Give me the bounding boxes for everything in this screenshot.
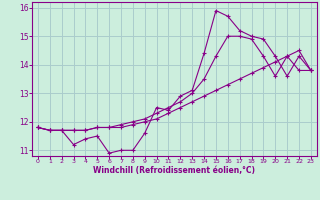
X-axis label: Windchill (Refroidissement éolien,°C): Windchill (Refroidissement éolien,°C) — [93, 166, 255, 175]
